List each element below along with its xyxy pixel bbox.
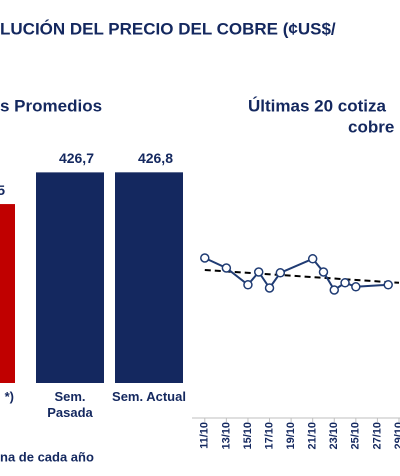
point — [243, 280, 253, 290]
point — [329, 285, 340, 295]
bar-chart-title: s Promedios — [0, 96, 102, 115]
x-tick-label: *) — [4, 389, 14, 404]
x-tick-label: 17/10 — [263, 422, 275, 450]
x-tick-label: 19/10 — [285, 422, 297, 450]
point — [307, 254, 318, 264]
value-label: 426,8 — [138, 150, 173, 166]
x-tick-label: 11/10 — [199, 422, 211, 449]
x-tick-label: 15/10 — [242, 422, 254, 450]
point — [383, 280, 393, 290]
x-tick-label: 21/10 — [307, 422, 319, 450]
x-tick-label: 13/10 — [220, 422, 232, 450]
point — [275, 268, 286, 278]
x-tick-label: 25/10 — [350, 422, 362, 450]
x-tick-label: 29/10 — [393, 422, 400, 450]
bar — [0, 204, 15, 383]
point — [221, 263, 232, 273]
footnote: na de cada año — [0, 449, 94, 464]
value-label: 5 — [0, 182, 5, 198]
line-chart-title: cobre — [348, 117, 394, 136]
value-label: 426,7 — [59, 150, 94, 166]
x-tick-label: 23/10 — [328, 422, 340, 450]
x-tick-label: Sem. Actual — [112, 389, 186, 404]
line — [204, 257, 389, 292]
line-chart-title: Últimas 20 cotiza — [248, 96, 386, 115]
point — [318, 267, 329, 277]
point — [253, 267, 264, 277]
point — [200, 253, 210, 263]
point — [264, 283, 275, 293]
x-tick-label: Sem. Pasada — [47, 389, 93, 420]
x-tick-label: 27/10 — [371, 422, 383, 450]
bar — [36, 172, 104, 383]
page-title: LUCIÓN DEL PRECIO DEL COBRE (¢US$/ — [0, 19, 336, 38]
point — [340, 278, 350, 288]
point — [351, 282, 361, 292]
bar — [115, 172, 183, 383]
trend-line — [204, 269, 400, 284]
